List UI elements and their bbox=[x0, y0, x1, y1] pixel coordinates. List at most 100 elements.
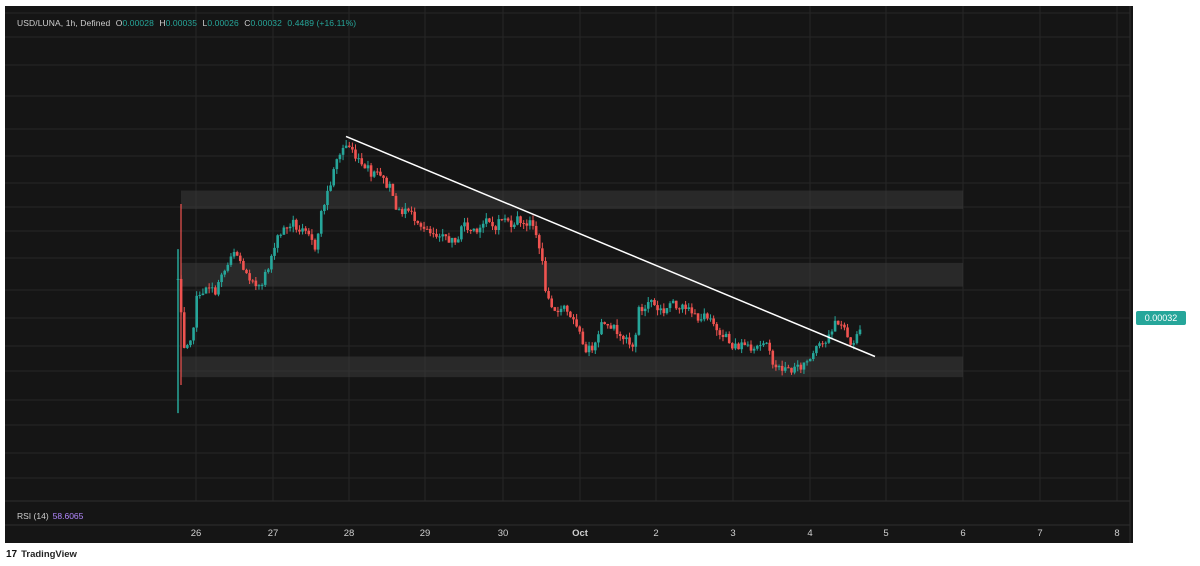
change-value: 0.4489 (+16.11%) bbox=[287, 18, 357, 28]
candle-body bbox=[207, 287, 211, 289]
candle-body bbox=[640, 307, 644, 312]
candle-body bbox=[671, 300, 675, 304]
candle-body bbox=[581, 331, 585, 345]
candle-body bbox=[802, 362, 806, 370]
candle-body bbox=[270, 255, 273, 270]
candle-body bbox=[690, 307, 694, 314]
candle-body bbox=[503, 218, 507, 220]
high-value: 0.00035 bbox=[165, 18, 198, 28]
candle-body bbox=[628, 337, 631, 345]
candle-body bbox=[721, 334, 725, 338]
candle-body bbox=[260, 284, 264, 286]
candle-body bbox=[410, 210, 413, 212]
candle-body bbox=[855, 334, 859, 344]
candle-body bbox=[755, 345, 759, 349]
candle-body bbox=[656, 305, 659, 311]
candle-body bbox=[584, 344, 588, 353]
candle-body bbox=[743, 342, 747, 346]
candle-body bbox=[214, 287, 217, 295]
candle-body bbox=[606, 324, 610, 326]
candle-body bbox=[811, 353, 815, 359]
candle-body bbox=[793, 366, 796, 373]
candle-body bbox=[522, 222, 525, 224]
candle-body bbox=[625, 337, 628, 340]
candle-body bbox=[466, 222, 469, 231]
candle-body bbox=[460, 226, 463, 240]
candle-body bbox=[593, 342, 597, 351]
candle-body bbox=[562, 305, 566, 309]
candle-body bbox=[762, 343, 765, 346]
candle-body bbox=[363, 164, 367, 169]
symbol-legend: USD/LUNA, 1h, Defined O0.00028 H0.00035 … bbox=[17, 18, 356, 28]
candle-body bbox=[815, 346, 818, 354]
candle-body bbox=[506, 218, 510, 221]
candle-body bbox=[435, 233, 438, 237]
candle-body bbox=[307, 230, 311, 235]
candle-body bbox=[731, 343, 734, 349]
time-tick-label: 3 bbox=[730, 528, 735, 539]
candle-body bbox=[734, 343, 737, 349]
time-tick-label: 30 bbox=[498, 528, 509, 539]
candle-body bbox=[631, 344, 634, 347]
support-resistance-zone-1 bbox=[181, 190, 963, 210]
candle-body bbox=[821, 343, 824, 345]
candle-body bbox=[771, 350, 775, 365]
rsi-indicator-label[interactable]: RSI (14) 58.6065 bbox=[17, 511, 83, 521]
candle-body bbox=[799, 364, 803, 370]
chart-area[interactable]: 0.012000.009000.006500.004500.003000.002… bbox=[5, 6, 1133, 543]
candle-body bbox=[693, 313, 697, 315]
candle-body bbox=[456, 239, 460, 243]
candle-body bbox=[678, 308, 681, 310]
candle-body bbox=[534, 225, 538, 236]
candle-body bbox=[248, 273, 251, 281]
candle-body bbox=[422, 226, 426, 229]
candle-body bbox=[257, 285, 261, 287]
candle-body bbox=[372, 171, 376, 177]
candle-body bbox=[706, 313, 709, 319]
time-tick-label: 6 bbox=[960, 528, 965, 539]
candle-body bbox=[740, 342, 743, 350]
candle-body bbox=[774, 364, 778, 368]
low-value: 0.00026 bbox=[207, 18, 239, 28]
candle-body bbox=[544, 260, 547, 292]
candle-body bbox=[494, 226, 497, 230]
rsi-name: RSI (14) bbox=[17, 511, 49, 521]
time-tick-label: 27 bbox=[268, 528, 279, 539]
candle-body bbox=[232, 252, 236, 257]
candle-body bbox=[463, 222, 466, 227]
last-price-tag: 0.00032 bbox=[1136, 311, 1186, 325]
candle-body bbox=[818, 343, 821, 347]
candle-body bbox=[301, 228, 304, 232]
candle-body bbox=[622, 336, 625, 340]
candle-body bbox=[696, 313, 700, 321]
close-value: 0.00032 bbox=[250, 18, 282, 28]
candle-body bbox=[288, 226, 292, 229]
candle-body bbox=[229, 256, 233, 265]
candle-body bbox=[189, 340, 192, 346]
candle-body bbox=[653, 300, 656, 306]
candle-body bbox=[242, 260, 245, 270]
candle-body bbox=[768, 342, 771, 351]
candle-body bbox=[251, 280, 255, 282]
candle-body bbox=[316, 233, 320, 250]
rsi-value: 58.6065 bbox=[52, 511, 84, 521]
time-tick-label: 4 bbox=[807, 528, 812, 539]
candle-body bbox=[416, 220, 420, 224]
candle-body bbox=[634, 334, 638, 347]
candle-body bbox=[354, 149, 357, 159]
candle-body bbox=[475, 228, 479, 233]
candle-body bbox=[846, 327, 849, 338]
candle-body bbox=[796, 364, 800, 367]
candle-body bbox=[702, 313, 706, 320]
candle-body bbox=[285, 227, 289, 229]
candle-body bbox=[777, 365, 781, 368]
tradingview-branding[interactable]: 17 TradingView bbox=[6, 549, 77, 560]
candle-body bbox=[516, 216, 519, 225]
candle-body bbox=[547, 291, 550, 299]
candle-body bbox=[659, 308, 662, 311]
candle-body bbox=[531, 220, 535, 226]
price-chart[interactable]: 0.012000.009000.006500.004500.003000.002… bbox=[5, 6, 1133, 543]
time-tick-label: 2 bbox=[653, 528, 658, 539]
candle-body bbox=[235, 252, 239, 256]
candle-body bbox=[843, 324, 846, 328]
